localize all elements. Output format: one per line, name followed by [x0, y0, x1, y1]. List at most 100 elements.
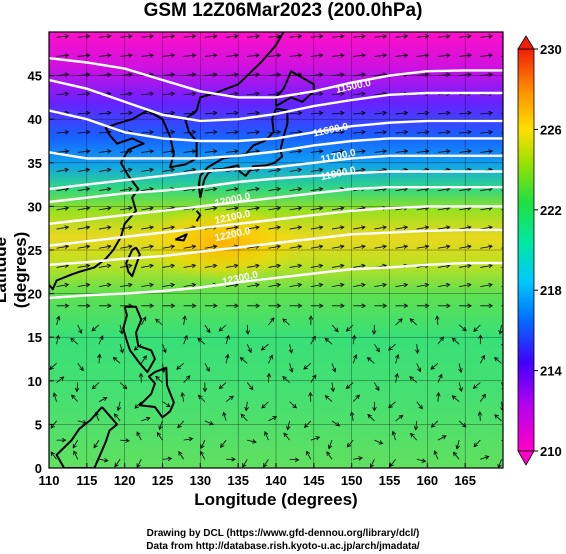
- x-axis-label: Longitude (degrees): [194, 490, 358, 509]
- wind-arrow: [268, 188, 281, 192]
- wind-arrow: [247, 54, 260, 57]
- wind-arrow-head: [353, 354, 358, 359]
- wind-arrow-head: [49, 365, 54, 370]
- wind-arrow-head: [156, 432, 162, 437]
- wind-arrow: [220, 439, 227, 448]
- wind-arrow-head: [324, 395, 330, 400]
- wind-arrow-head: [340, 91, 345, 97]
- wind-arrow-head: [200, 444, 205, 449]
- wind-arrow-head: [155, 375, 160, 381]
- wind-arrow-head: [340, 34, 345, 39]
- wind-arrow-head: [361, 149, 366, 154]
- height-contours: [49, 57, 503, 300]
- wind-arrow: [56, 93, 69, 96]
- wind-arrow-head: [64, 34, 70, 39]
- wind-arrow-head: [308, 391, 313, 397]
- wind-arrow: [437, 284, 450, 288]
- wind-arrow-head: [473, 442, 479, 448]
- wind-arrow-head: [272, 416, 278, 421]
- wind-arrow-head: [218, 327, 224, 332]
- wind-arrow-head: [403, 34, 409, 39]
- plot-area: 11500.011600.011700.011800.012000.012100…: [49, 32, 514, 468]
- colorbar: 210 214 218 222 226 230: [517, 35, 562, 466]
- y-tick-label: 30: [28, 199, 42, 214]
- wind-arrow-head: [71, 394, 76, 400]
- wind-arrow-head: [170, 53, 176, 58]
- wind-arrow: [77, 188, 90, 192]
- wind-arrow-head: [70, 337, 75, 343]
- wind-arrow: [120, 93, 133, 96]
- wind-arrow: [120, 188, 133, 192]
- wind-arrow: [289, 245, 302, 249]
- wind-arrow-head: [375, 386, 380, 392]
- wind-arrow-head: [488, 34, 494, 39]
- wind-arrow: [77, 169, 90, 172]
- wind-arrow: [473, 324, 481, 332]
- wind-arrow: [458, 363, 462, 373]
- wind-arrow: [136, 431, 142, 441]
- wind-arrow-head: [212, 206, 218, 211]
- wind-arrow-head: [414, 349, 420, 354]
- wind-arrow: [289, 112, 302, 115]
- wind-arrow-head: [149, 53, 155, 58]
- wind-arrow-head: [149, 129, 155, 135]
- wind-arrow-head: [119, 329, 124, 335]
- wind-arrow-head: [247, 348, 252, 354]
- wind-arrow: [395, 35, 408, 38]
- wind-arrow-head: [467, 225, 472, 230]
- wind-arrow: [374, 150, 387, 153]
- wind-arrow-head: [106, 206, 112, 211]
- wind-arrow-head: [318, 53, 324, 58]
- wind-arrow: [480, 54, 493, 57]
- wind-arrow-head: [197, 394, 203, 400]
- wind-arrow-head: [382, 303, 388, 309]
- wind-arrow: [458, 382, 462, 392]
- wind-arrow-head: [510, 226, 514, 230]
- wind-arrow: [395, 415, 403, 422]
- wind-arrow-head: [268, 354, 273, 360]
- wind-arrow-head: [85, 53, 91, 58]
- wind-arrow: [183, 35, 196, 38]
- wind-arrow: [183, 169, 196, 172]
- wind-arrow: [310, 169, 323, 172]
- wind-arrow-head: [318, 282, 324, 288]
- wind-arrow: [456, 440, 460, 449]
- wind-arrow: [325, 395, 333, 403]
- wind-arrow-head: [239, 357, 245, 362]
- wind-arrow-head: [395, 353, 400, 359]
- wind-arrow-head: [64, 53, 70, 58]
- coastline: [131, 32, 285, 169]
- wind-arrow-head: [430, 365, 436, 370]
- wind-arrow: [395, 112, 408, 115]
- wind-arrow: [204, 188, 217, 192]
- wind-arrow: [331, 264, 344, 268]
- wind-arrow: [437, 131, 450, 134]
- wind-arrow: [56, 226, 69, 230]
- wind-arrow: [480, 264, 493, 268]
- wind-arrow-head: [510, 187, 514, 191]
- wind-arrow: [395, 150, 408, 153]
- wind-arrow-head: [61, 437, 67, 443]
- wind-arrow-head: [339, 167, 345, 173]
- wind-arrow-head: [510, 245, 514, 249]
- wind-arrow-head: [128, 53, 133, 58]
- wind-arrow: [498, 459, 502, 468]
- wind-arrow-head: [191, 72, 197, 77]
- wind-arrow-head: [382, 282, 388, 288]
- contour-line: [49, 205, 503, 247]
- wind-arrow: [268, 35, 281, 38]
- wind-arrow: [56, 207, 69, 211]
- wind-arrow-head: [197, 337, 202, 343]
- wind-arrow: [480, 112, 493, 115]
- wind-arrow-head: [276, 225, 282, 230]
- y-axis-label: Latitude (degrees): [0, 231, 30, 309]
- wind-arrow-head: [372, 407, 377, 412]
- wind-arrow-head: [191, 303, 197, 309]
- wind-arrow: [479, 394, 486, 402]
- wind-arrow-head: [311, 335, 316, 341]
- wind-arrow-head: [185, 375, 191, 380]
- wind-arrow: [353, 169, 366, 172]
- wind-arrow: [113, 357, 121, 364]
- wind-arrow-head: [170, 225, 176, 230]
- wind-arrow-head: [438, 373, 443, 379]
